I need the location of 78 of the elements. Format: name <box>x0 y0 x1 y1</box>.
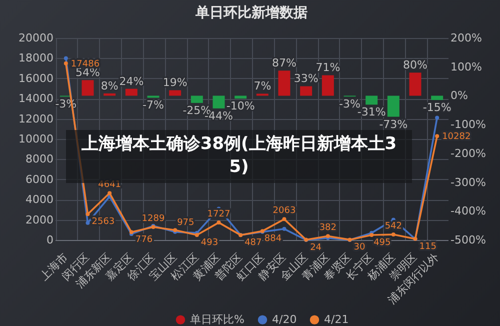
point <box>282 217 286 222</box>
data-label: 24% <box>119 74 144 88</box>
data-label: 495 <box>374 238 391 248</box>
point <box>64 61 68 66</box>
data-label: 80% <box>403 58 428 72</box>
data-label: -7% <box>142 98 164 112</box>
y2-tick-label: -500% <box>450 234 486 246</box>
data-label: 7% <box>254 80 272 93</box>
point <box>108 191 112 196</box>
bar <box>366 96 378 105</box>
point <box>216 220 221 225</box>
data-label: 1289 <box>142 214 165 224</box>
point <box>86 212 90 216</box>
y-tick-label: 14000 <box>18 92 54 106</box>
data-label: 87% <box>272 56 296 70</box>
bar <box>234 96 247 99</box>
point <box>64 56 68 60</box>
data-label: 487 <box>244 238 262 248</box>
y2-tick-label: -200% <box>450 146 486 160</box>
data-label: 776 <box>135 235 153 246</box>
y-tick-label: 20000 <box>18 32 54 44</box>
point <box>282 226 286 231</box>
data-label: 382 <box>319 223 337 234</box>
data-label: 33% <box>294 72 318 86</box>
data-label: 10282 <box>442 132 471 142</box>
bar <box>169 90 182 96</box>
bar <box>212 96 225 108</box>
data-label: 2063 <box>272 206 296 216</box>
y-tick-label: 12000 <box>18 112 54 126</box>
y2-tick-label: 200% <box>450 32 482 44</box>
bar <box>300 86 312 96</box>
y-tick-label: 10000 <box>18 132 54 146</box>
data-label: 4641 <box>98 180 122 190</box>
point <box>86 220 90 225</box>
data-label: -15% <box>422 101 452 114</box>
bar <box>278 70 290 96</box>
data-label: 884 <box>264 234 282 244</box>
y-tick-label: 0 <box>46 234 54 246</box>
bar <box>82 80 94 96</box>
chart-title: 单日环比新增数据 <box>194 4 308 21</box>
y2-tick-label: -100% <box>450 118 486 132</box>
y-tick-label: 18000 <box>18 52 54 65</box>
y2-tick-label: 100% <box>450 60 482 74</box>
data-label: 8% <box>100 79 118 92</box>
y2-tick-label: -400% <box>450 204 486 218</box>
data-label: 30 <box>354 242 366 253</box>
data-label: 24 <box>310 242 322 253</box>
data-label: 2563 <box>92 217 115 228</box>
point <box>194 233 199 238</box>
bar <box>322 75 334 96</box>
y-tick-label: 16000 <box>18 72 54 85</box>
legend-label: 单日环比% <box>190 312 244 326</box>
bar <box>125 88 138 96</box>
y2-tick-label: -300% <box>450 176 486 189</box>
y2-tick-label: 0% <box>450 89 468 102</box>
data-label: 542 <box>384 222 402 232</box>
point <box>435 134 440 138</box>
bar <box>431 96 444 100</box>
point <box>435 116 440 120</box>
y-tick-label: 6000 <box>26 172 54 186</box>
bar <box>190 96 203 103</box>
bar <box>387 96 400 117</box>
point <box>391 232 396 237</box>
data-label: -10% <box>226 100 255 113</box>
data-label: 975 <box>177 218 194 228</box>
annotation: 上海增本土确诊38例(上海昨日新增本土3 5) <box>81 134 397 177</box>
y-tick-label: 8000 <box>26 152 54 166</box>
point <box>370 233 374 237</box>
legend-label: 4/20 <box>272 312 297 326</box>
data-label: 115 <box>419 242 436 252</box>
bar <box>409 72 422 96</box>
data-label: 19% <box>162 76 188 90</box>
y-tick-label: 4000 <box>26 193 54 206</box>
data-label: 71% <box>316 61 340 74</box>
legend-label: 4/21 <box>324 312 349 326</box>
data-label: 493 <box>200 238 218 248</box>
data-label: -73% <box>379 118 408 131</box>
y-tick-label: 2000 <box>26 213 54 226</box>
